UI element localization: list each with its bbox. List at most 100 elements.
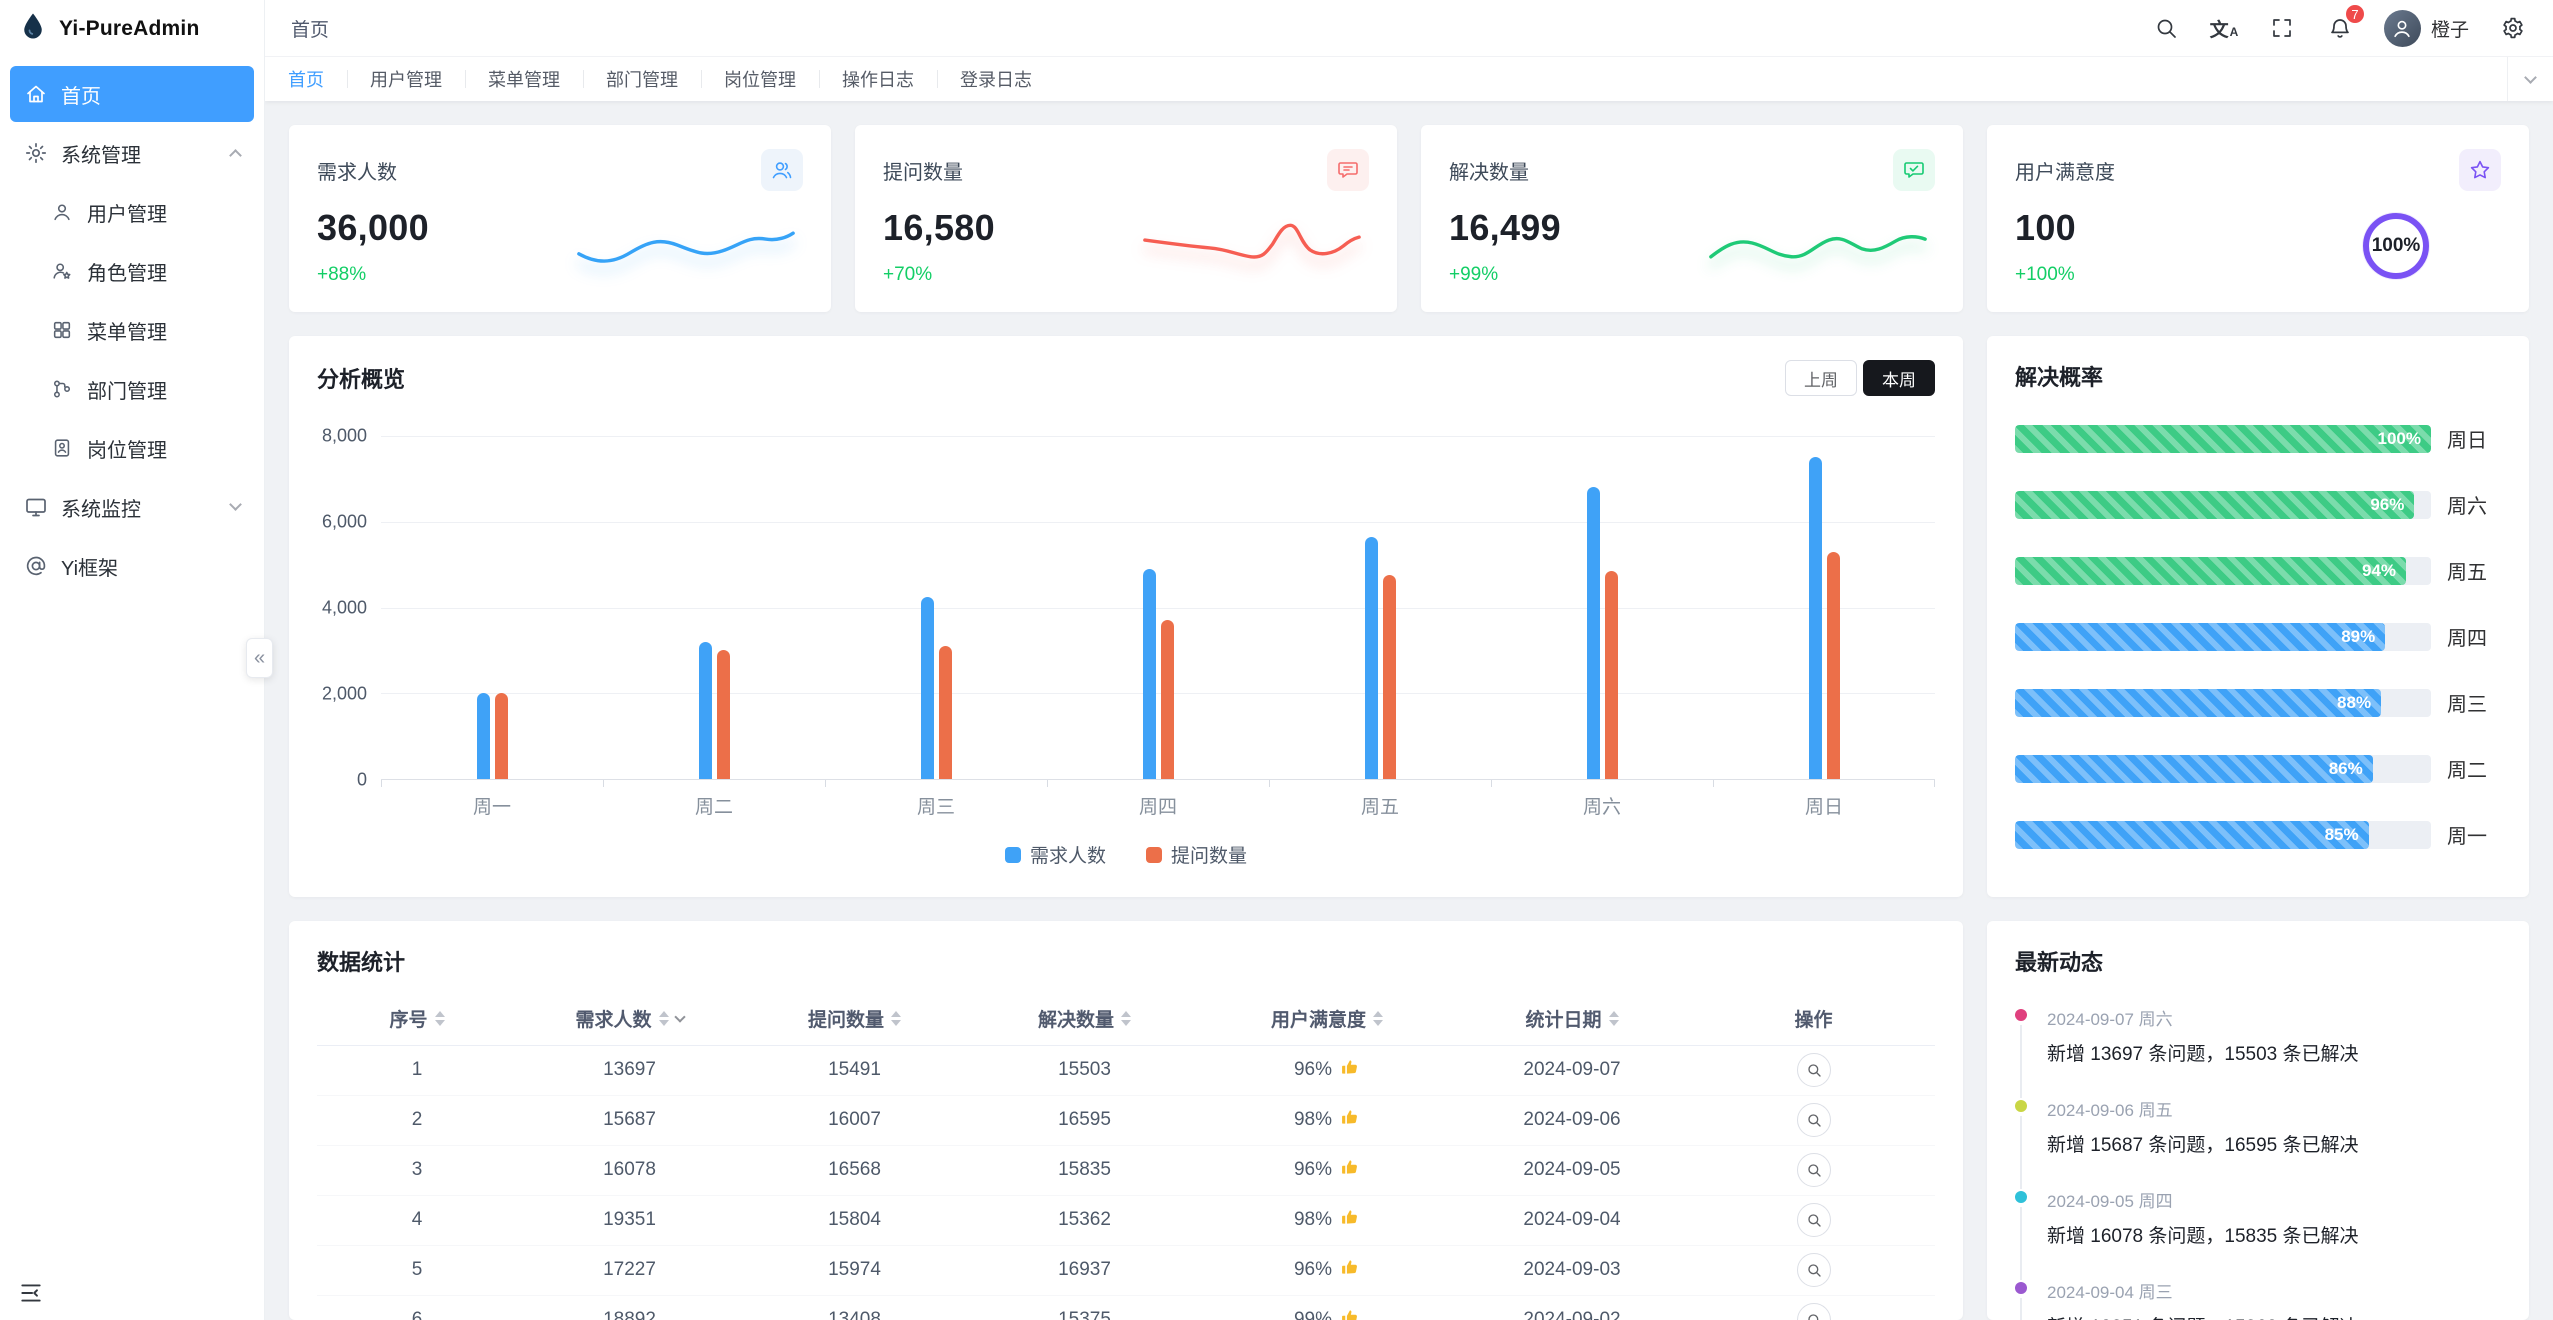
row-view-button[interactable] bbox=[1796, 1153, 1831, 1187]
table-cell-index: 4 bbox=[317, 1195, 517, 1246]
bell-icon[interactable]: 7 bbox=[2326, 3, 2366, 42]
sidebar-item-user-management[interactable]: 用户管理 bbox=[10, 184, 254, 240]
tab-department-management[interactable]: 部门管理 bbox=[583, 57, 701, 101]
progress-percent-label: 94% bbox=[2362, 560, 2397, 580]
sidebar-item-system-management[interactable]: 系统管理 bbox=[10, 125, 254, 181]
sidebar-menu: 首页系统管理 用户管理 角色管理 菜单管理 部门管理 岗位管理 系统监控 Yi框架 bbox=[0, 57, 264, 594]
bar-group-3 bbox=[825, 436, 1047, 779]
timeline-text: 新增 16078 条问题，15835 条已解决 bbox=[2047, 1226, 2359, 1247]
progress-percent-label: 100% bbox=[2377, 428, 2421, 448]
sidebar-item-label: Yi框架 bbox=[61, 557, 119, 580]
tabs-dropdown-chevron-icon[interactable] bbox=[2507, 57, 2553, 101]
logo[interactable]: Yi-PureAdmin bbox=[0, 0, 264, 57]
avatar bbox=[2383, 9, 2421, 47]
timeline-item-1: 2024-09-07 周六 新增 13697 条问题，15503 条已解决 bbox=[2015, 1005, 2501, 1098]
day-label: 周二 bbox=[2447, 760, 2487, 782]
table-column-header[interactable]: 统计日期 bbox=[1452, 993, 1692, 1046]
activity-title: 最新动态 bbox=[2015, 950, 2104, 975]
row-view-button[interactable] bbox=[1796, 1203, 1831, 1237]
column-label: 序号 bbox=[389, 1010, 428, 1032]
range-button-上周[interactable]: 上周 bbox=[1785, 360, 1857, 396]
thumbs-up-icon bbox=[1340, 1307, 1360, 1320]
sidebar-item-label: 首页 bbox=[61, 85, 101, 108]
bar-group-1 bbox=[381, 436, 603, 779]
day-label: 周四 bbox=[2447, 628, 2487, 650]
range-button-本周[interactable]: 本周 bbox=[1863, 360, 1935, 396]
row-view-button[interactable] bbox=[1796, 1303, 1831, 1320]
bottom-row: 数据统计 序号 需求人数 提问数量 解决数量 用户满意度 统计日期 操作 1 13697 154… bbox=[289, 921, 2529, 1320]
progress-fill: 85% bbox=[2015, 820, 2369, 849]
stat-label: 用户满意度 bbox=[2015, 161, 2115, 184]
legend-swatch bbox=[1004, 846, 1021, 863]
timeline-date: 2024-09-07 周六 bbox=[2047, 1010, 2173, 1029]
y-tick-label: 8,000 bbox=[321, 425, 367, 446]
table-column-header[interactable]: 需求人数 bbox=[517, 993, 742, 1046]
timeline-text: 新增 19351 条问题，15362 条已解决 bbox=[2047, 1312, 2501, 1320]
tab-home[interactable]: 首页 bbox=[288, 70, 324, 90]
user-menu[interactable]: 橙子 bbox=[2383, 9, 2469, 47]
stat-delta: +88% bbox=[317, 264, 367, 285]
solve-row-周一: 85% 周一 bbox=[2015, 820, 2501, 849]
sidebar-item-home[interactable]: 首页 bbox=[10, 66, 254, 122]
role-icon bbox=[50, 259, 74, 283]
stat-label: 需求人数 bbox=[317, 161, 397, 184]
table-column-header[interactable]: 序号 bbox=[317, 993, 517, 1046]
bar-series-1 bbox=[1142, 568, 1156, 779]
column-label: 统计日期 bbox=[1525, 1010, 1602, 1032]
y-tick-label: 4,000 bbox=[321, 597, 367, 618]
tab-operation-log[interactable]: 操作日志 bbox=[819, 57, 937, 101]
table-cell-index: 1 bbox=[317, 1045, 517, 1096]
gridline bbox=[381, 521, 1935, 523]
table-column-header: 操作 bbox=[1692, 993, 1935, 1046]
search-icon[interactable] bbox=[2152, 14, 2180, 42]
row-view-button[interactable] bbox=[1796, 1253, 1831, 1287]
table-cell-demand: 17227 bbox=[517, 1245, 742, 1296]
tab-menu-management[interactable]: 菜单管理 bbox=[465, 57, 583, 101]
column-label: 用户满意度 bbox=[1270, 1010, 1366, 1032]
bar-series-2 bbox=[1160, 620, 1174, 779]
timeline-item-2: 2024-09-06 周五 新增 15687 条问题，16595 条已解决 bbox=[2015, 1096, 2501, 1189]
tab-post-management[interactable]: 岗位管理 bbox=[701, 57, 819, 101]
sidebar-item-role-management[interactable]: 角色管理 bbox=[10, 243, 254, 299]
row-view-button[interactable] bbox=[1796, 1053, 1831, 1087]
sidebar-collapse-button[interactable]: « bbox=[246, 638, 273, 678]
sidebar-item-yi-framework[interactable]: Yi框架 bbox=[10, 538, 254, 594]
tab-login-log[interactable]: 登录日志 bbox=[937, 57, 1055, 101]
column-label: 解决数量 bbox=[1037, 1010, 1114, 1032]
legend-item-1[interactable]: 需求人数 bbox=[1004, 841, 1106, 868]
progress-percent-label: 85% bbox=[2324, 824, 2359, 844]
table-column-header[interactable]: 提问数量 bbox=[742, 993, 967, 1046]
chevron-up-icon bbox=[229, 149, 242, 162]
sort-carets-icon[interactable] bbox=[434, 1011, 445, 1027]
sidebar-item-post-management[interactable]: 岗位管理 bbox=[10, 420, 254, 476]
y-tick-label: 6,000 bbox=[321, 511, 367, 532]
table-cell-date: 2024-09-03 bbox=[1452, 1245, 1692, 1296]
legend-item-2[interactable]: 提问数量 bbox=[1146, 841, 1247, 868]
progress-track: 94% bbox=[2015, 556, 2431, 585]
tab-user-management[interactable]: 用户管理 bbox=[347, 57, 465, 101]
stat-delta: +99% bbox=[1449, 264, 1499, 285]
system-icon bbox=[24, 141, 48, 165]
sidebar-item-department-management[interactable]: 部门管理 bbox=[10, 361, 254, 417]
filter-chevron-icon[interactable] bbox=[673, 1011, 686, 1023]
sort-carets-icon[interactable] bbox=[1373, 1011, 1383, 1027]
table-column-header[interactable]: 解决数量 bbox=[967, 993, 1202, 1046]
table-cell-action bbox=[1692, 1295, 1935, 1320]
fullscreen-icon[interactable] bbox=[2268, 14, 2296, 42]
settings-gear-icon[interactable] bbox=[2499, 14, 2527, 42]
table-cell-satisfaction: 96% bbox=[1202, 1245, 1452, 1296]
sidebar-item-menu-management[interactable]: 菜单管理 bbox=[10, 302, 254, 358]
sparkline bbox=[1705, 212, 1931, 276]
row-view-button[interactable] bbox=[1796, 1103, 1831, 1137]
sort-carets-icon[interactable] bbox=[891, 1011, 901, 1027]
menu-fold-icon[interactable] bbox=[18, 1280, 46, 1308]
sort-carets-icon[interactable] bbox=[1608, 1011, 1619, 1027]
sort-carets-icon[interactable] bbox=[658, 1011, 669, 1027]
day-label: 周日 bbox=[2447, 430, 2487, 452]
sidebar-item-system-monitor[interactable]: 系统监控 bbox=[10, 479, 254, 535]
sort-carets-icon[interactable] bbox=[1121, 1011, 1131, 1027]
table-column-header[interactable]: 用户满意度 bbox=[1202, 993, 1452, 1046]
stat-card-satisfaction: 用户满意度 100 +100% 100% bbox=[1987, 125, 2529, 312]
